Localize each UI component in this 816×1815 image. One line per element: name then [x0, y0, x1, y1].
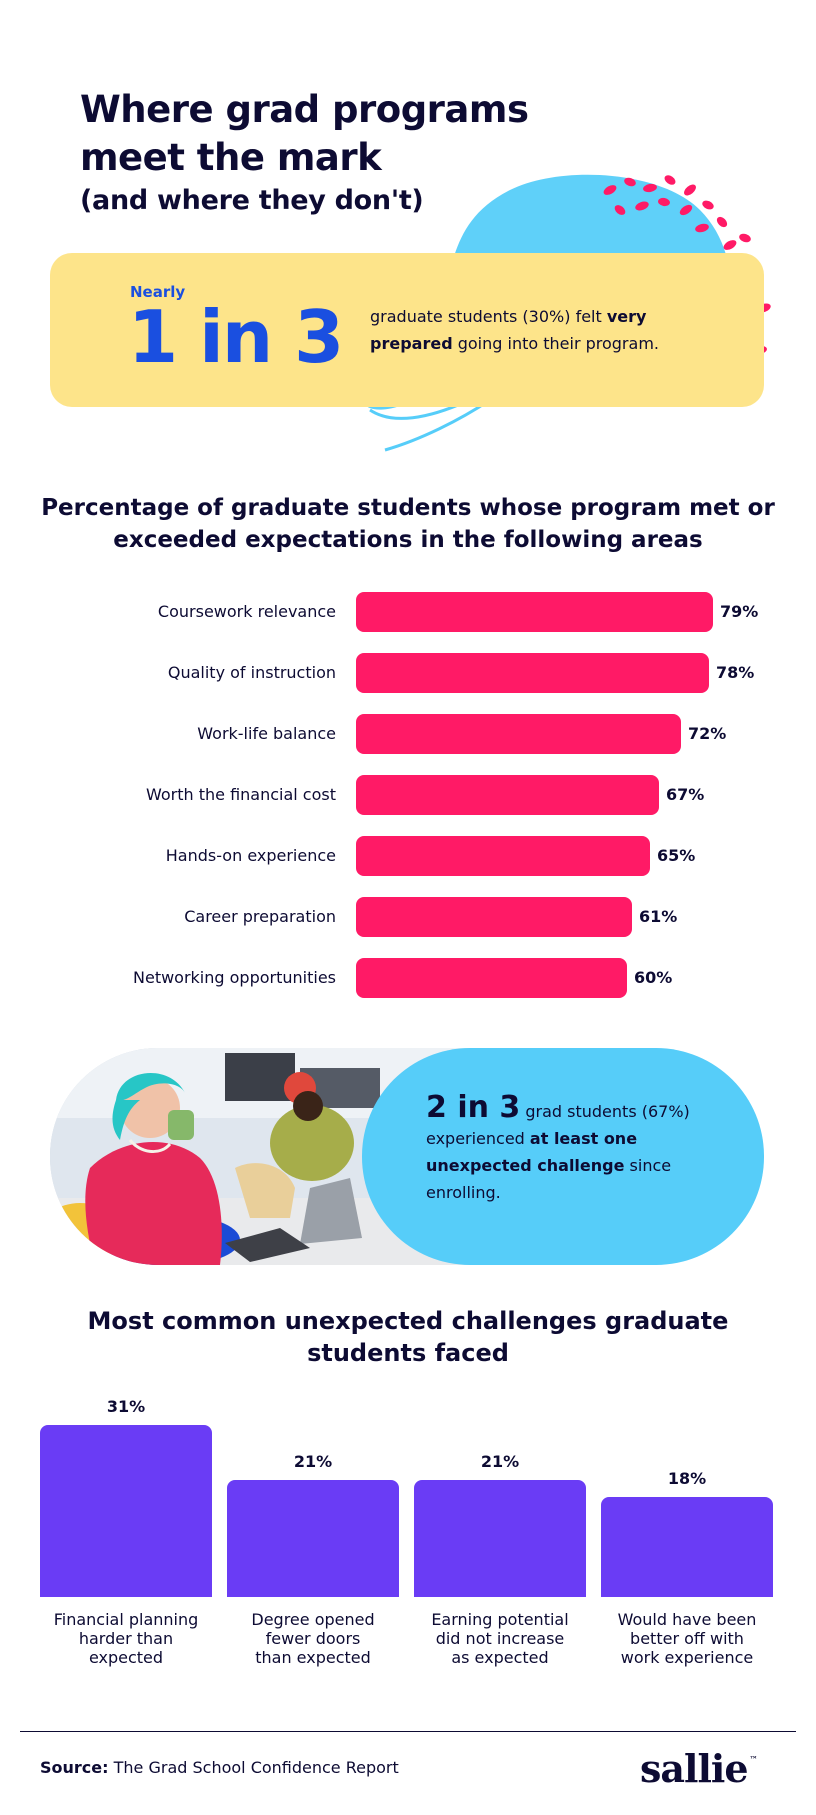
bar-category-label-line: fewer doors — [265, 1629, 361, 1648]
bar-row: Networking opportunities 60% — [0, 958, 816, 998]
challenges-chart-title: Most common unexpected challenges gradua… — [87, 1307, 729, 1367]
bar-category-label-line: than expected — [255, 1648, 371, 1667]
bar — [356, 592, 713, 632]
bar — [40, 1425, 212, 1597]
bar — [356, 897, 632, 937]
bar-category-label: Networking opportunities — [133, 968, 336, 987]
prepared-stat-card: Nearly 1 in 3 graduate students (30%) fe… — [50, 253, 764, 407]
challenge-desc-bold: at least one unexpected challenge — [426, 1129, 638, 1175]
bar-value-label: 72% — [688, 724, 727, 743]
bar-category-label-line: Earning potential — [431, 1610, 569, 1629]
bar-category-label-line: Would have been — [617, 1610, 757, 1629]
bar-row: Hands-on experience 65% — [0, 836, 816, 876]
prepared-desc-after: going into their program. — [452, 334, 659, 353]
bar-category-label-line: Financial planning — [53, 1610, 199, 1629]
bar-category-label-line: as expected — [451, 1648, 549, 1667]
bar-value-label: 18% — [667, 1469, 707, 1488]
bar-category-label-line: expected — [88, 1648, 164, 1667]
bar — [227, 1480, 399, 1597]
source-text: The Grad School Confidence Report — [108, 1758, 399, 1777]
challenge-desc-after: since enrolling. — [426, 1156, 672, 1202]
challenge-stat-pill: 2 in 3 grad students (67%) experienced a… — [362, 1048, 764, 1265]
bar-category-label-line: work experience — [620, 1648, 754, 1667]
bar-category-label: Would have been better off with work exper… — [601, 1610, 773, 1667]
prepared-desc-bold: very prepared — [370, 307, 647, 353]
bar-value-label: 79% — [720, 602, 759, 621]
prepared-stat-number: 1 in 3 — [128, 295, 344, 379]
page-title: Where grad programs meet the mark (and w… — [80, 86, 600, 218]
bar — [356, 775, 659, 815]
bar-value-label: 21% — [480, 1452, 520, 1471]
bar-row: Coursework relevance 79% — [0, 592, 816, 632]
bar-value-label: 67% — [666, 785, 705, 804]
bar-value-label: 61% — [639, 907, 678, 926]
bar — [356, 714, 681, 754]
challenge-stat-text: 2 in 3 grad students (67%) experienced a… — [426, 1093, 746, 1206]
sallie-logo: sallie ™ — [640, 1746, 758, 1791]
challenge-desc-before: grad students (67%) experienced — [426, 1102, 690, 1148]
prepared-desc-before: graduate students (30%) felt — [370, 307, 607, 326]
bar — [356, 653, 709, 693]
bar-category-label: Earning potential did not increase as expe… — [414, 1610, 586, 1667]
bar-category-label-line: Degree opened — [251, 1610, 375, 1629]
source-label: Source: — [40, 1758, 109, 1777]
bar-category-label-line: did not increase — [435, 1629, 565, 1648]
bar — [356, 836, 650, 876]
bar-value-label: 65% — [657, 846, 696, 865]
bar-row: Worth the financial cost 67% — [0, 775, 816, 815]
prepared-stat-description: graduate students (30%) felt very prepar… — [370, 303, 700, 357]
bar-category-label-line: harder than — [78, 1629, 174, 1648]
bar-value-label: 21% — [293, 1452, 333, 1471]
bar-category-label: Work-life balance — [197, 724, 336, 743]
title-line-2: meet the mark — [80, 136, 382, 179]
challenge-stat-section: 2 in 3 grad students (67%) experienced a… — [50, 1048, 764, 1265]
logo-trademark: ™ — [749, 1754, 758, 1764]
bar — [356, 958, 627, 998]
title-subtitle: (and where they don't) — [80, 185, 424, 216]
bar-value-label: 60% — [634, 968, 673, 987]
bar — [601, 1497, 773, 1597]
bar-category-label: Financial planning harder than expected — [40, 1610, 212, 1667]
source-note: Source: The Grad School Confidence Repor… — [40, 1758, 399, 1777]
bar-row: Quality of instruction 78% — [0, 653, 816, 693]
bar-category-label: Degree opened fewer doors than expected — [227, 1610, 399, 1667]
bar-row: Career preparation 61% — [0, 897, 816, 937]
title-line-1: Where grad programs — [80, 88, 529, 131]
expectations-chart-title: Percentage of graduate students whose pr… — [41, 495, 775, 553]
logo-wordmark: sallie — [640, 1746, 748, 1791]
footer-divider — [20, 1731, 796, 1732]
bar-category-label-line: better off with — [630, 1629, 744, 1648]
bar-category-label: Hands-on experience — [165, 846, 336, 865]
prepared-stat-prefix: Nearly — [130, 283, 186, 301]
bar-category-label: Coursework relevance — [157, 602, 336, 621]
bar-category-label: Worth the financial cost — [145, 785, 336, 804]
challenge-stat-number: 2 in 3 — [426, 1090, 521, 1125]
bar-value-label: 78% — [716, 663, 755, 682]
bar-row: Work-life balance 72% — [0, 714, 816, 754]
bar-category-label: Career preparation — [184, 907, 336, 926]
bar-category-label: Quality of instruction — [167, 663, 336, 682]
bar — [414, 1480, 586, 1597]
bar-value-label: 31% — [106, 1397, 146, 1416]
